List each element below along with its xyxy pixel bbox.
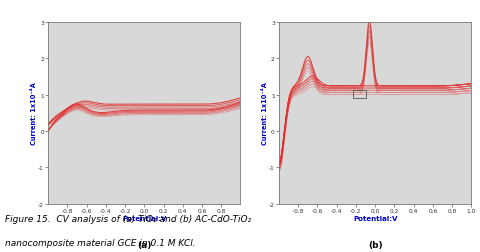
Text: (a): (a) — [137, 240, 151, 249]
Y-axis label: Current: 1x10⁻⁴A: Current: 1x10⁻⁴A — [261, 82, 267, 145]
X-axis label: Potential:V: Potential:V — [122, 215, 166, 221]
Text: (b): (b) — [367, 240, 382, 249]
Text: Figure 15.  CV analysis of (a) TiO₂ and (b) AC-CdO-TiO₂: Figure 15. CV analysis of (a) TiO₂ and (… — [5, 214, 251, 223]
X-axis label: Potential:V: Potential:V — [352, 215, 396, 221]
Text: nanocomposite material GCE in 0.1 M KCl.: nanocomposite material GCE in 0.1 M KCl. — [5, 238, 195, 247]
Y-axis label: Current: 1x10⁻⁴A: Current: 1x10⁻⁴A — [31, 82, 36, 145]
Bar — [352, 90, 365, 98]
